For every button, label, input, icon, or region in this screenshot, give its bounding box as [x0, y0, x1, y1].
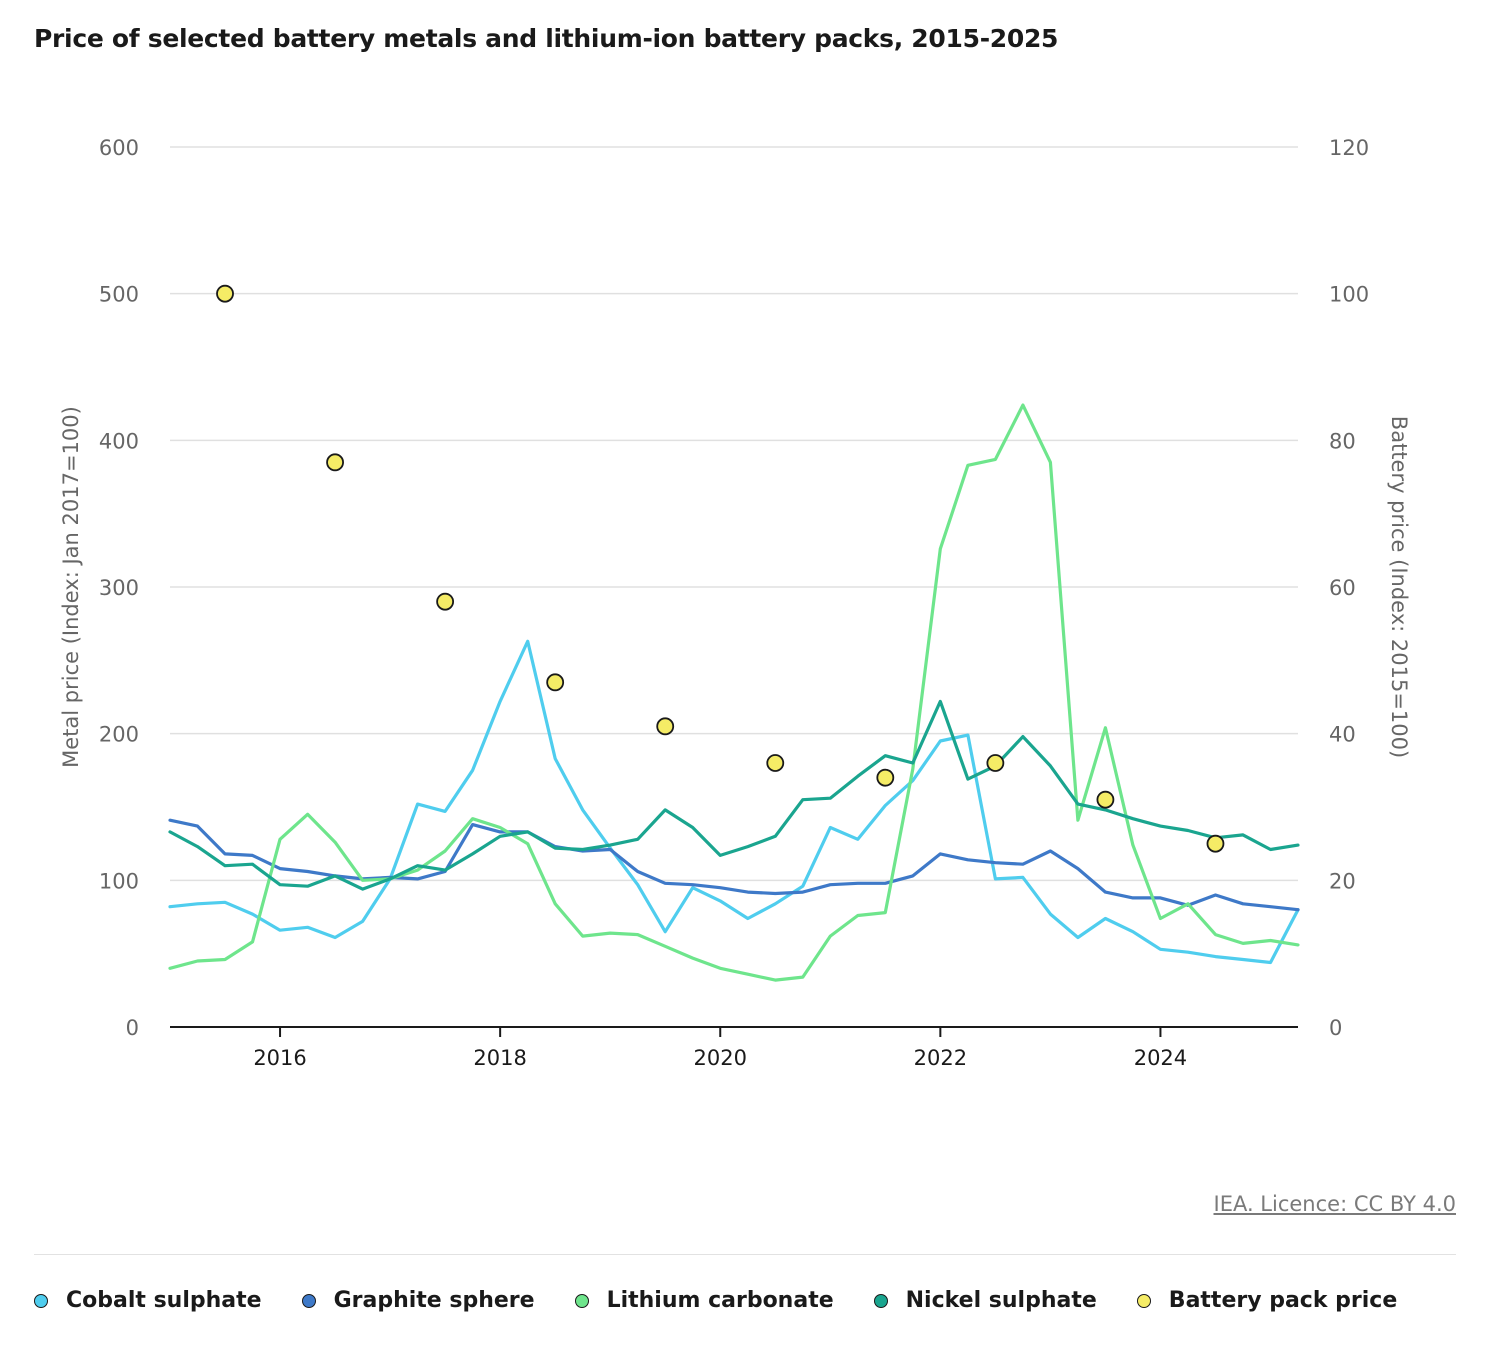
battery-pack-price-point [876, 768, 895, 787]
y-tick-label: 0 [126, 1016, 139, 1040]
chart-plot: 0 100 200 300 400 500 600 0 20 40 60 80 100 120 2016 20… [59, 136, 1411, 1070]
series-line-nickel-sulphate [168, 699, 1300, 891]
series-line-graphite-sphere [168, 818, 1300, 912]
legend-item-lithium-carbonate[interactable]: Lithium carbonate [574, 1288, 834, 1313]
legend-marker [34, 1293, 48, 1308]
legend-marker [574, 1293, 589, 1308]
series-line-cobalt-sulphate [168, 639, 1300, 965]
legend-label: Battery pack price [1168, 1288, 1398, 1313]
x-tick-label: 2018 [473, 1046, 526, 1070]
legend-marker [873, 1293, 888, 1308]
source-licence-link[interactable]: IEA. Licence: CC BY 4.0 [1213, 1192, 1457, 1216]
y-tick-label: 600 [99, 136, 139, 160]
y2-axis-title: Battery price (Index: 2015=100) [1387, 416, 1411, 758]
y2-tick-label: 100 [1329, 283, 1369, 307]
y-tick-label: 500 [99, 283, 139, 307]
legend-marker [1136, 1293, 1151, 1308]
y-tick-label: 200 [99, 723, 139, 747]
battery-pack-price-point [986, 754, 1005, 772]
y-tick-label: 100 [99, 869, 139, 893]
y2-tick-label: 0 [1329, 1016, 1342, 1040]
y2-tick-label: 80 [1329, 429, 1356, 453]
y2-tick-label: 120 [1329, 136, 1369, 160]
battery-pack-price-point [766, 754, 785, 772]
x-tick-label: 2022 [914, 1046, 967, 1070]
legend-item-cobalt-sulphate[interactable]: Cobalt sulphate [34, 1288, 262, 1313]
legend-label: Lithium carbonate [606, 1288, 834, 1313]
battery-pack-price-point [1206, 834, 1225, 853]
y2-tick-label: 40 [1329, 723, 1356, 747]
x-tick-label: 2020 [694, 1046, 747, 1070]
chart-legend: Cobalt sulphate Graphite sphere Lithium … [34, 1288, 1437, 1313]
legend-item-graphite-sphere[interactable]: Graphite sphere [301, 1288, 535, 1313]
legend-marker [301, 1293, 316, 1308]
y2-tick-label: 60 [1329, 576, 1356, 600]
battery-pack-price-point [1096, 790, 1115, 809]
legend-item-nickel-sulphate[interactable]: Nickel sulphate [873, 1288, 1097, 1313]
legend-label: Nickel sulphate [905, 1288, 1097, 1313]
x-tick-label: 2024 [1134, 1046, 1187, 1070]
battery-pack-price-point [436, 592, 455, 611]
y-tick-label: 300 [99, 576, 139, 600]
battery-pack-price-point [656, 717, 675, 736]
legend-label: Graphite sphere [333, 1288, 535, 1313]
battery-pack-price-point [326, 453, 344, 472]
series-line-lithium-carbonate [168, 403, 1300, 982]
x-tick-label: 2016 [253, 1046, 306, 1070]
legend-divider [34, 1254, 1456, 1255]
battery-pack-price-point [546, 673, 565, 692]
y-tick-label: 400 [99, 429, 139, 453]
y2-tick-label: 20 [1329, 869, 1356, 893]
battery-pack-price-point [216, 284, 234, 303]
legend-label: Cobalt sulphate [66, 1288, 262, 1313]
y-axis-title: Metal price (Index: Jan 2017=100) [59, 406, 83, 768]
chart-title: Price of selected battery metals and lit… [34, 24, 1059, 53]
legend-item-battery-pack-price[interactable]: Battery pack price [1136, 1288, 1398, 1313]
